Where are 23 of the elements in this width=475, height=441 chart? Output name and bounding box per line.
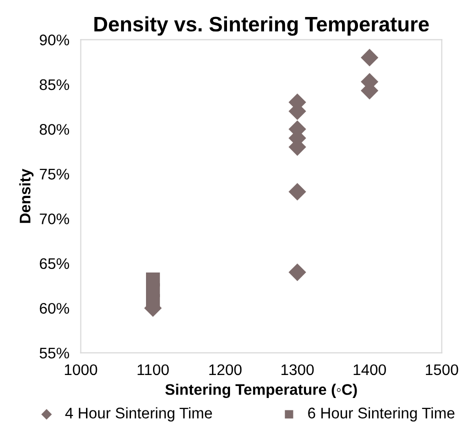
y-tick-label: 65% <box>40 258 70 270</box>
x-tick-label: 1100 <box>138 364 169 376</box>
y-axis-title: Density <box>19 168 34 223</box>
x-tick-label: 1500 <box>426 364 458 376</box>
point <box>360 48 378 66</box>
point <box>288 182 306 201</box>
y-tick-label: 85% <box>40 79 70 90</box>
y-tick-label: 55% <box>40 348 70 358</box>
y-tick-label: 75% <box>40 168 70 180</box>
x-tick-label: 1400 <box>354 364 386 376</box>
point <box>288 264 306 282</box>
point <box>146 272 160 286</box>
legend-label: 6 Hour Sintering Time <box>308 407 454 422</box>
y-tick-label: 70% <box>40 213 70 224</box>
x-tick-label: 1000 <box>64 364 98 376</box>
y-tick-label: 90% <box>40 34 70 46</box>
y-tick-label: 80% <box>40 124 70 135</box>
y-tick-label: 60% <box>40 302 70 314</box>
legend-label: 4 Hour Sintering Time <box>65 407 212 422</box>
x-tick-label: 1200 <box>209 364 242 376</box>
x-axis-title: Sintering Temperature (◦C) <box>165 384 357 398</box>
chart-title: Density vs. Sintering Temperature <box>94 16 429 36</box>
x-tick-label: 1300 <box>282 364 314 376</box>
